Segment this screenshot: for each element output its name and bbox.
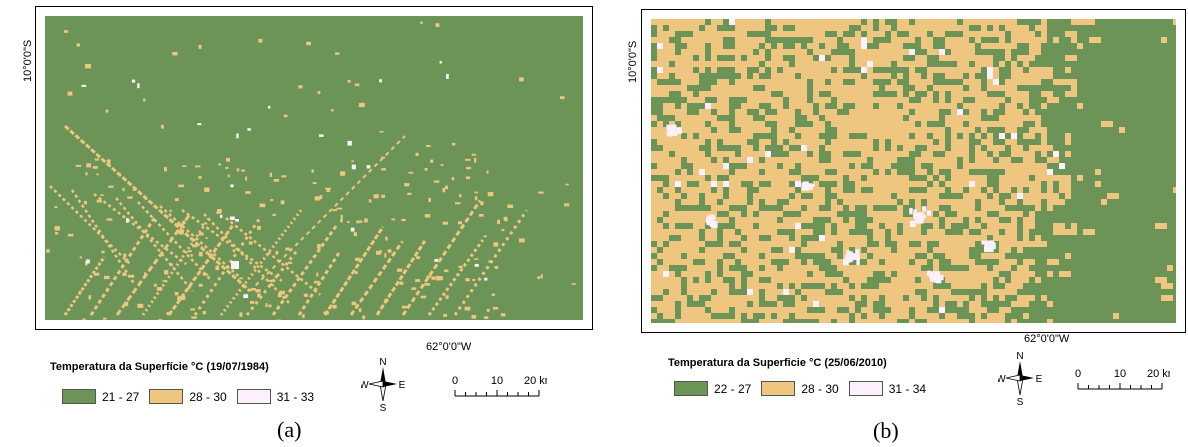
legend: 21 - 27 28 - 30 31 - 33 <box>62 389 324 404</box>
legend: 22 - 27 28 - 30 31 - 34 <box>674 381 936 396</box>
legend-item-high: 31 - 33 <box>236 389 315 404</box>
compass-rose-icon: N S E W <box>359 356 405 414</box>
swatch-low <box>674 381 708 396</box>
longitude-label: 62°0'0"W <box>1024 333 1070 345</box>
swatch-mid <box>761 381 796 396</box>
compass-south: S <box>1017 397 1024 406</box>
figure-caption: (a) <box>277 417 302 442</box>
swatch-mid <box>149 389 184 404</box>
legend-label-mid: 28 - 30 <box>801 381 839 396</box>
compass-east: E <box>1036 374 1042 385</box>
legend-item-high: 31 - 34 <box>848 381 927 396</box>
compass-east: E <box>399 380 405 391</box>
compass-west: W <box>998 374 1006 385</box>
legend-title: Temperatura da Superficie °C (25/06/2010… <box>668 357 887 369</box>
temperature-raster-1984[interactable] <box>45 16 583 320</box>
legend-item-low: 22 - 27 <box>674 381 751 396</box>
compass-south: S <box>380 403 387 412</box>
legend-item-mid: 28 - 30 <box>149 389 227 404</box>
figure-caption: (b) <box>873 418 899 443</box>
swatch-high <box>848 381 883 396</box>
legend-label-low: 22 - 27 <box>714 381 752 396</box>
compass-west: W <box>361 380 369 391</box>
scale-bar: 0 10 20 km <box>1070 365 1177 405</box>
legend-label-low: 21 - 27 <box>102 389 140 404</box>
map-panel-b: 10°0'0"S 62°0'0"W Temperatura da Superfi… <box>600 0 1188 447</box>
scale-label-0: 0 <box>452 375 458 387</box>
map-frame <box>35 6 593 330</box>
compass-north: N <box>379 357 386 368</box>
legend-title: Temperatura da Superfície °C (19/07/1984… <box>50 361 269 373</box>
swatch-low <box>62 389 96 404</box>
compass-north: N <box>1016 351 1023 362</box>
swatch-high <box>236 389 271 404</box>
scale-label-10: 10 <box>1114 368 1126 380</box>
legend-item-low: 21 - 27 <box>62 389 139 404</box>
scale-label-10: 10 <box>491 375 503 387</box>
scale-label-20: 20 km <box>1147 368 1170 380</box>
legend-item-mid: 28 - 30 <box>761 381 839 396</box>
legend-label-high: 31 - 34 <box>888 381 927 396</box>
map-frame <box>641 9 1186 333</box>
scale-bar: 0 10 20 km <box>447 372 554 412</box>
latitude-label: 10°0'0"S <box>22 39 34 82</box>
latitude-label: 10°0'0"S <box>627 40 639 83</box>
scale-label-0: 0 <box>1075 368 1081 380</box>
scale-label-20: 20 km <box>524 375 547 387</box>
longitude-label: 62°0'0"W <box>426 341 472 353</box>
temperature-raster-2010[interactable] <box>651 19 1176 323</box>
compass-rose-icon: N S E W <box>996 350 1042 408</box>
map-panel-a: 10°0'0"S 62°0'0"W Temperatura da Superfí… <box>22 6 593 442</box>
legend-label-high: 31 - 33 <box>276 389 315 404</box>
legend-label-mid: 28 - 30 <box>189 389 227 404</box>
